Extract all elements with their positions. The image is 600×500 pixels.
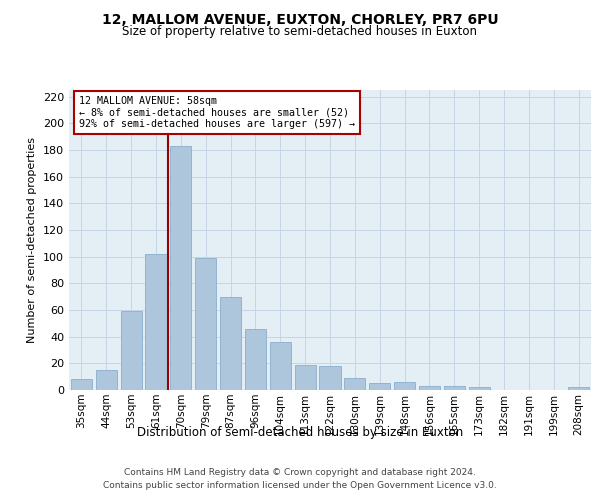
- Bar: [394, 382, 415, 390]
- Bar: [71, 380, 92, 390]
- Y-axis label: Number of semi-detached properties: Number of semi-detached properties: [28, 137, 37, 343]
- Text: 12 MALLOM AVENUE: 58sqm
← 8% of semi-detached houses are smaller (52)
92% of sem: 12 MALLOM AVENUE: 58sqm ← 8% of semi-det…: [79, 96, 355, 129]
- Bar: [295, 364, 316, 390]
- Text: Contains HM Land Registry data © Crown copyright and database right 2024.: Contains HM Land Registry data © Crown c…: [124, 468, 476, 477]
- Bar: [170, 146, 191, 390]
- Bar: [344, 378, 365, 390]
- Text: 12, MALLOM AVENUE, EUXTON, CHORLEY, PR7 6PU: 12, MALLOM AVENUE, EUXTON, CHORLEY, PR7 …: [101, 12, 499, 26]
- Bar: [469, 388, 490, 390]
- Bar: [270, 342, 291, 390]
- Bar: [195, 258, 216, 390]
- Text: Size of property relative to semi-detached houses in Euxton: Size of property relative to semi-detach…: [122, 25, 478, 38]
- Bar: [145, 254, 167, 390]
- Bar: [444, 386, 465, 390]
- Bar: [568, 388, 589, 390]
- Bar: [96, 370, 117, 390]
- Text: Distribution of semi-detached houses by size in Euxton: Distribution of semi-detached houses by …: [137, 426, 463, 439]
- Text: Contains public sector information licensed under the Open Government Licence v3: Contains public sector information licen…: [103, 480, 497, 490]
- Bar: [369, 384, 390, 390]
- Bar: [419, 386, 440, 390]
- Bar: [245, 328, 266, 390]
- Bar: [220, 296, 241, 390]
- Bar: [319, 366, 341, 390]
- Bar: [121, 312, 142, 390]
